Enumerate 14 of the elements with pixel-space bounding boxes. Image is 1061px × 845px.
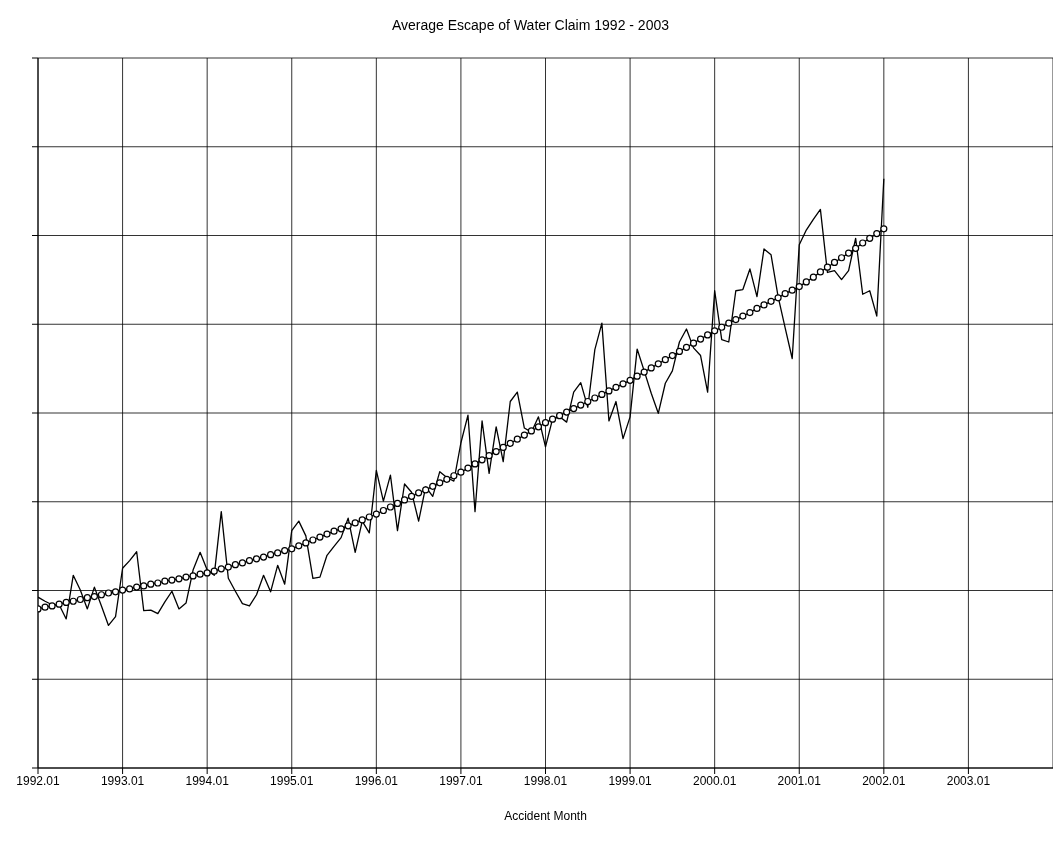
x-tick-label: 1996.01 (354, 773, 399, 788)
chart-title: Average Escape of Water Claim 1992 - 2003 (390, 16, 670, 35)
x-tick-label: 1999.01 (608, 773, 653, 788)
x-tick-label: 2001.01 (777, 773, 822, 788)
x-axis-title: Accident Month (504, 809, 587, 823)
x-tick-label: 2002.01 (862, 773, 906, 788)
x-tick-label: 1995.01 (270, 773, 314, 788)
x-tick-label: 1997.01 (439, 773, 483, 788)
x-tick-label: 1994.01 (185, 773, 230, 788)
x-tick-label: 1992.01 (16, 773, 61, 788)
x-tick-label: 2003.01 (946, 773, 991, 788)
x-tick-label: 1993.01 (100, 773, 145, 788)
x-tick-label: 1998.01 (523, 773, 568, 788)
x-tick-label: 2000.01 (692, 773, 737, 788)
